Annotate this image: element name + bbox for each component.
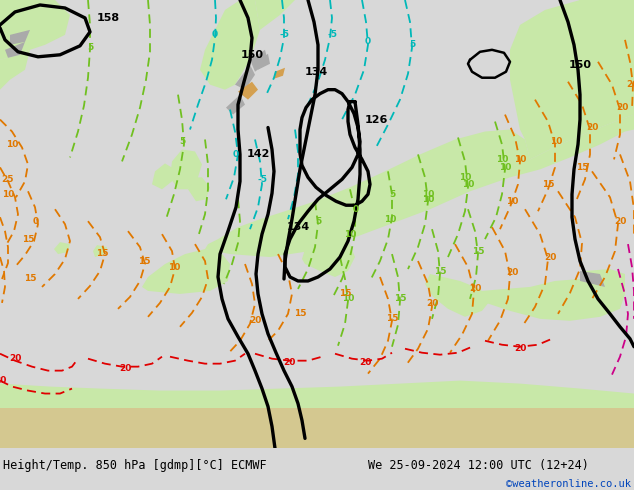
Text: 15: 15 xyxy=(541,180,554,189)
Polygon shape xyxy=(142,249,230,294)
Text: 20: 20 xyxy=(586,123,598,132)
Polygon shape xyxy=(200,0,260,90)
Text: 150: 150 xyxy=(240,50,264,60)
Text: 15: 15 xyxy=(385,314,398,323)
Text: 15: 15 xyxy=(339,290,351,298)
Text: 20: 20 xyxy=(614,217,626,226)
Polygon shape xyxy=(256,54,270,70)
Polygon shape xyxy=(0,0,70,60)
Polygon shape xyxy=(255,0,295,30)
Polygon shape xyxy=(152,163,175,189)
Text: -5: -5 xyxy=(279,30,289,39)
Polygon shape xyxy=(0,50,30,90)
Polygon shape xyxy=(510,115,634,177)
Text: 20: 20 xyxy=(626,80,634,89)
Polygon shape xyxy=(274,68,285,79)
Text: 20: 20 xyxy=(469,284,481,294)
Text: 20: 20 xyxy=(506,269,518,277)
Text: 25: 25 xyxy=(2,175,14,184)
Text: 20: 20 xyxy=(249,317,261,325)
Text: -5: -5 xyxy=(257,175,267,184)
Polygon shape xyxy=(302,224,355,277)
Polygon shape xyxy=(580,269,625,294)
Polygon shape xyxy=(580,271,605,287)
Text: 5: 5 xyxy=(409,40,415,49)
Text: 20: 20 xyxy=(426,299,438,308)
Text: 142: 142 xyxy=(247,149,269,159)
Text: 15: 15 xyxy=(96,248,108,258)
Polygon shape xyxy=(226,95,245,115)
Text: 10: 10 xyxy=(342,294,354,303)
Text: 10: 10 xyxy=(506,197,518,206)
Polygon shape xyxy=(238,82,258,99)
Text: 15: 15 xyxy=(394,294,406,303)
Polygon shape xyxy=(205,129,530,257)
Polygon shape xyxy=(54,242,70,254)
Text: 0: 0 xyxy=(233,150,239,159)
Text: 10: 10 xyxy=(462,180,474,189)
Text: 5: 5 xyxy=(315,217,321,226)
Text: 15: 15 xyxy=(434,267,446,275)
Text: 20: 20 xyxy=(514,344,526,353)
Text: 0: 0 xyxy=(212,30,218,39)
Text: 15: 15 xyxy=(294,309,306,318)
Text: 10: 10 xyxy=(496,155,508,164)
Text: 10: 10 xyxy=(168,263,180,271)
Polygon shape xyxy=(425,274,490,317)
Text: 0: 0 xyxy=(365,37,371,47)
Text: ©weatheronline.co.uk: ©weatheronline.co.uk xyxy=(506,479,631,489)
Text: 126: 126 xyxy=(365,115,387,124)
Polygon shape xyxy=(188,177,210,201)
Text: -5: -5 xyxy=(327,30,337,39)
Text: 10: 10 xyxy=(422,195,434,204)
Text: 10: 10 xyxy=(344,230,356,239)
Polygon shape xyxy=(0,381,634,448)
Text: 20: 20 xyxy=(119,364,131,373)
Text: 20: 20 xyxy=(544,252,556,262)
Text: 15: 15 xyxy=(23,274,36,284)
Text: 150: 150 xyxy=(569,60,592,70)
Text: 10: 10 xyxy=(459,173,471,182)
Text: 15: 15 xyxy=(138,257,150,266)
Text: 0: 0 xyxy=(353,205,359,214)
Text: 10: 10 xyxy=(384,215,396,224)
Text: 158: 158 xyxy=(96,13,120,23)
Text: 20: 20 xyxy=(283,358,295,367)
Text: 10: 10 xyxy=(514,155,526,164)
Text: 10: 10 xyxy=(550,137,562,146)
Text: 5: 5 xyxy=(87,43,93,52)
Text: 10: 10 xyxy=(422,190,434,199)
Text: 10: 10 xyxy=(499,163,511,172)
Text: 15: 15 xyxy=(472,246,484,256)
Text: 15: 15 xyxy=(22,235,34,244)
Polygon shape xyxy=(510,0,634,159)
Polygon shape xyxy=(480,279,625,321)
Text: 10: 10 xyxy=(2,190,14,199)
Text: Height/Temp. 850 hPa [gdmp][°C] ECMWF: Height/Temp. 850 hPa [gdmp][°C] ECMWF xyxy=(3,459,267,471)
Text: 10: 10 xyxy=(6,140,18,149)
Text: 134: 134 xyxy=(287,222,309,232)
Text: 20: 20 xyxy=(0,376,6,385)
Polygon shape xyxy=(5,42,25,58)
Polygon shape xyxy=(10,30,30,45)
Text: We 25-09-2024 12:00 UTC (12+24): We 25-09-2024 12:00 UTC (12+24) xyxy=(368,459,588,471)
Text: 134: 134 xyxy=(304,67,328,77)
Polygon shape xyxy=(0,409,634,448)
Text: 5: 5 xyxy=(179,137,185,146)
Text: 20: 20 xyxy=(359,358,371,367)
Text: 20: 20 xyxy=(9,354,21,363)
Polygon shape xyxy=(560,0,634,120)
Polygon shape xyxy=(250,50,268,72)
Polygon shape xyxy=(235,65,255,90)
Text: 5: 5 xyxy=(389,190,395,199)
Text: 15: 15 xyxy=(576,163,588,172)
Polygon shape xyxy=(170,149,202,189)
Text: 20: 20 xyxy=(616,103,628,112)
Text: 0: 0 xyxy=(33,217,39,226)
Polygon shape xyxy=(93,245,107,257)
